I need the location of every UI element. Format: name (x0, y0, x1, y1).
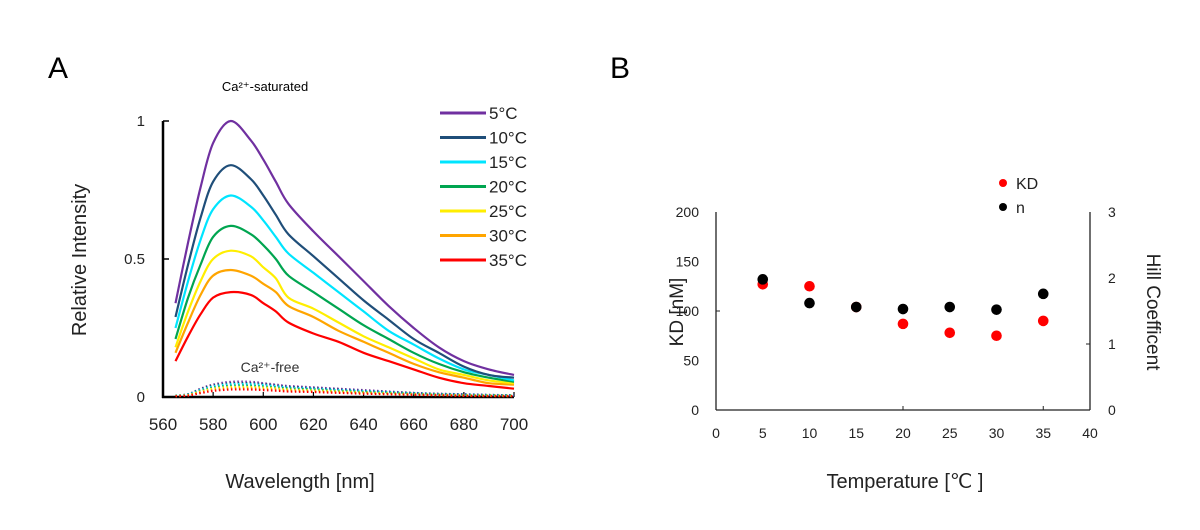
plot-area: 0 0.5 1 560 580 600 620 640 660 680 700 (124, 113, 528, 434)
y-tick-label: 200 (676, 204, 700, 220)
x-tick-label: 580 (199, 415, 227, 434)
kd-point (1037, 315, 1049, 327)
y-tick-label: 1 (137, 113, 145, 130)
kd-point (944, 327, 956, 339)
x-tick-label: 20 (895, 425, 911, 441)
y-tick-label: 0.5 (124, 251, 145, 268)
hill-point (804, 297, 815, 309)
y-axis-label: KD [nM] (667, 278, 688, 347)
y2-tick-label: 1 (1108, 336, 1116, 352)
x-tick-label: 0 (712, 425, 720, 441)
hill-point (1037, 288, 1049, 300)
legend: 5°C 10°C 15°C 20°C 25°C 30°C 35°C (440, 104, 527, 270)
x-tick-label: 15 (848, 425, 864, 441)
x-tick-label: 640 (349, 415, 377, 434)
x-tick-label: 600 (249, 415, 277, 434)
panel-b: B KD [nM] Hill Coefficent Temperature [℃… (610, 52, 1163, 493)
series-line (174, 290, 515, 390)
y2-axis-label: Hill Coefficent (1142, 254, 1163, 372)
ca-free-annotation: Ca²⁺-free (241, 359, 300, 375)
hill-point (991, 304, 1002, 315)
x-tick-label: 620 (299, 415, 327, 434)
legend-label: 25°C (489, 202, 527, 221)
x-tick-label: 5 (759, 425, 767, 441)
y-tick-label: 100 (676, 303, 700, 319)
series-line (174, 268, 515, 386)
legend-label: 20°C (489, 178, 527, 197)
ca-free-series-line (175, 388, 514, 398)
x-tick-label: 25 (942, 425, 958, 441)
x-tick-label: 680 (450, 415, 478, 434)
series-line (174, 194, 515, 382)
y-tick-label: 50 (683, 353, 699, 369)
y2-tick-label: 3 (1108, 204, 1116, 220)
y2-tick-label: 0 (1108, 402, 1116, 418)
x-tick-label: 660 (400, 415, 428, 434)
x-tick-label: 40 (1082, 425, 1098, 441)
legend-marker (999, 179, 1007, 187)
y-tick-label: 150 (676, 254, 700, 270)
legend-marker (999, 203, 1007, 211)
panel-a-title: Ca²⁺-saturated (222, 79, 308, 94)
x-axis-label: Wavelength [nm] (225, 471, 374, 493)
x-tick-label: 10 (802, 425, 818, 441)
legend-label: 35°C (489, 251, 527, 270)
kd-point (897, 318, 909, 330)
legend-label: 30°C (489, 227, 527, 246)
panel-a: A Ca²⁺-saturated Ca²⁺-free Relative Inte… (48, 52, 528, 493)
series-line (174, 224, 515, 383)
y-tick-label: 0 (691, 402, 699, 418)
hill-point (897, 303, 909, 315)
series-line (174, 249, 515, 385)
hill-point (944, 301, 956, 313)
legend-label: 15°C (489, 153, 527, 172)
series-line (174, 119, 515, 376)
hill-point (757, 274, 769, 285)
legend-label: KD (1016, 176, 1038, 193)
x-tick-label: 35 (1035, 425, 1051, 441)
x-axis-label: Temperature [℃ ] (827, 471, 984, 493)
series-line (174, 164, 515, 379)
kd-point (804, 280, 815, 292)
x-tick-label: 560 (149, 415, 177, 434)
legend-label: 5°C (489, 104, 518, 123)
legend-label: 10°C (489, 129, 527, 148)
kd-point (991, 330, 1002, 342)
y-tick-label: 0 (137, 389, 145, 406)
hill-point (850, 301, 862, 313)
legend: KD n (999, 176, 1038, 217)
x-tick-label: 700 (500, 415, 528, 434)
legend-label: n (1016, 200, 1025, 217)
panel-label-a: A (48, 52, 68, 85)
y2-tick-label: 2 (1108, 270, 1116, 286)
x-tick-label: 30 (989, 425, 1005, 441)
y-axis-label: Relative Intensity (69, 184, 91, 336)
panel-label-b: B (610, 52, 630, 85)
